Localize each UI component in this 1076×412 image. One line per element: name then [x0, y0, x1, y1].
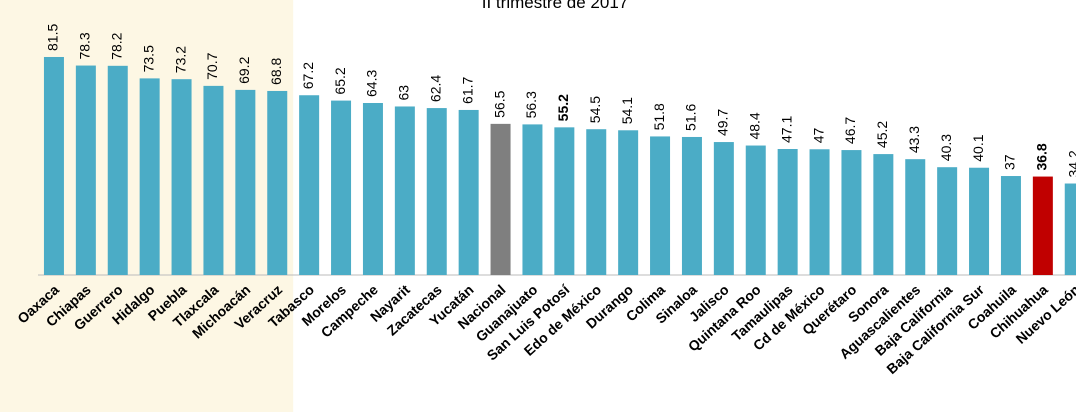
bar: [426, 108, 447, 275]
bar: [394, 106, 415, 275]
bar: [331, 100, 352, 275]
value-label: 47.1: [778, 116, 794, 143]
bar: [681, 136, 702, 275]
bar: [490, 123, 511, 275]
value-label: 51.8: [651, 103, 667, 130]
value-label: 55.2: [555, 94, 571, 121]
value-label: 62.4: [427, 75, 443, 102]
bar: [905, 159, 926, 275]
bar: [43, 56, 64, 275]
bar: [586, 129, 607, 275]
value-label: 70.7: [204, 52, 220, 79]
value-label: 36.8: [1034, 143, 1050, 170]
value-label: 63: [396, 85, 412, 101]
bar: [809, 149, 830, 275]
value-label: 43.3: [906, 126, 922, 153]
bar: [937, 167, 958, 275]
value-label: 64.3: [364, 70, 380, 97]
value-label: 54.1: [619, 97, 635, 124]
value-label: 68.8: [268, 57, 284, 84]
bar: [203, 85, 224, 275]
value-label: 81.5: [45, 24, 61, 51]
value-label: 40.1: [970, 134, 986, 161]
bar: [299, 95, 320, 276]
bar: [522, 124, 543, 276]
bar: [713, 142, 734, 275]
bar: [267, 90, 288, 276]
bar: [139, 78, 160, 275]
value-label: 73.2: [172, 46, 188, 73]
bar: [969, 167, 990, 275]
bar: [873, 154, 894, 275]
bar: [1064, 183, 1076, 275]
value-label: 46.7: [842, 117, 858, 144]
bar: [618, 130, 639, 275]
value-label: 61.7: [459, 76, 475, 103]
bar: [745, 145, 766, 275]
chart-title: II trimestre de 2017: [482, 0, 628, 12]
bar: [107, 65, 128, 275]
value-label: 69.2: [236, 56, 252, 83]
value-label: 56.5: [491, 90, 507, 117]
bar: [362, 102, 383, 275]
bar: [171, 79, 192, 275]
value-label: 65.2: [332, 67, 348, 94]
value-label: 45.2: [874, 121, 890, 148]
value-label: 73.5: [140, 45, 156, 72]
bar: [841, 150, 862, 275]
value-label: 34.2: [1065, 150, 1076, 177]
value-label: 67.2: [300, 62, 316, 89]
bar: [75, 65, 96, 275]
value-label: 48.4: [746, 112, 762, 139]
bar: [458, 109, 479, 275]
bar: [554, 127, 575, 275]
value-label: 78.2: [108, 32, 124, 59]
bar: [235, 89, 256, 275]
value-label: 49.7: [715, 109, 731, 136]
value-label: 78.3: [77, 32, 93, 59]
value-label: 51.6: [683, 104, 699, 131]
bar: [777, 149, 798, 275]
value-label: 54.5: [587, 96, 603, 123]
bar: [1000, 176, 1021, 275]
bar: [650, 136, 671, 275]
value-label: 47: [810, 127, 826, 143]
bar: [1032, 176, 1053, 275]
value-label: 37: [1002, 154, 1018, 170]
value-label: 40.3: [938, 134, 954, 161]
value-label: 56.3: [523, 91, 539, 118]
